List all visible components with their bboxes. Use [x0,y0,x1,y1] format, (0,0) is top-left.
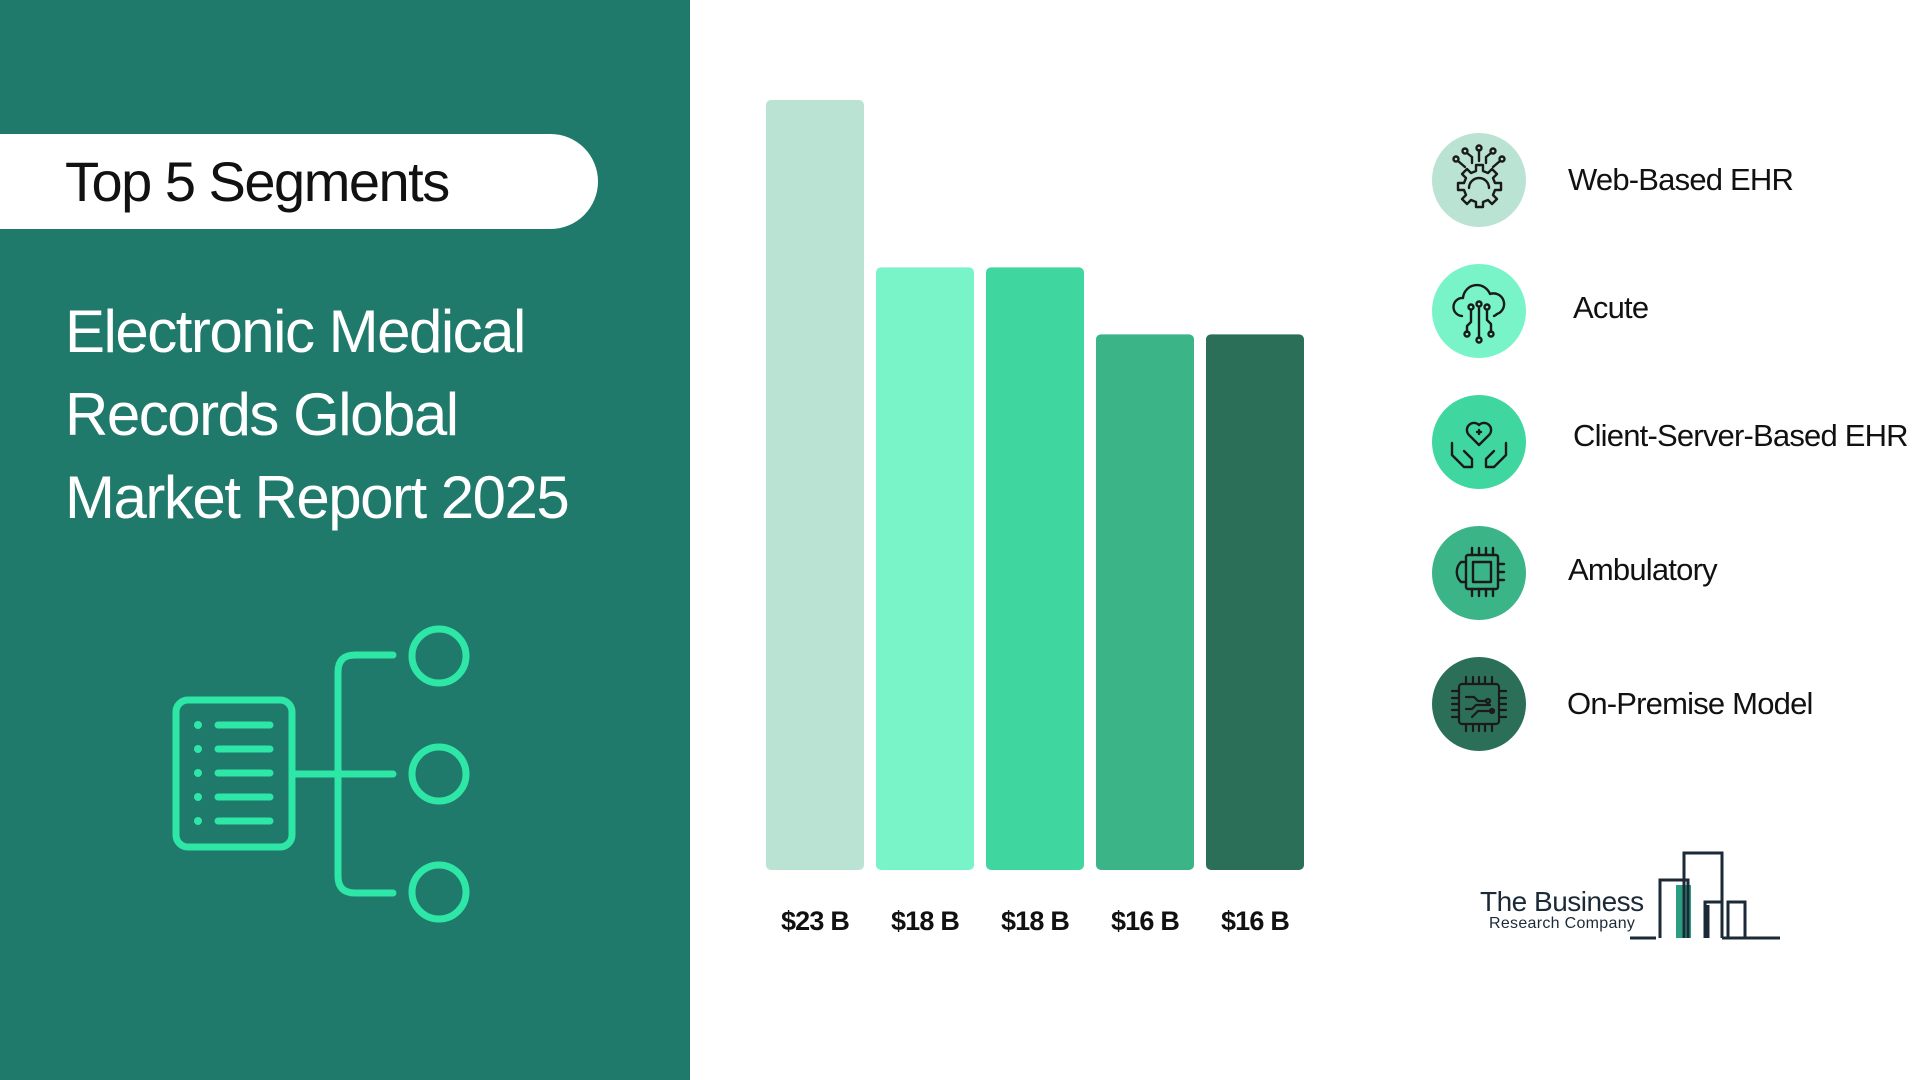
report-title-line-2: Records Global [65,381,459,448]
report-title-line-1: Electronic Medical [65,298,526,365]
logo-name: The Business [1480,886,1644,917]
bar-value-label-4: $16 B [1111,906,1179,936]
bar-5 [1206,334,1304,870]
segment-label-5: On-Premise Model [1567,686,1813,721]
hands-heart-icon [1432,395,1526,489]
bar-value-label-5: $16 B [1221,906,1289,936]
bar-value-label-3: $18 B [1001,906,1069,936]
report-title: Electronic Medical Records Global Market… [65,290,665,539]
segment-label-1: Web-Based EHR [1568,162,1794,197]
bar-4 [1096,334,1194,870]
buildings-logo-icon [1630,851,1780,940]
segment-label-4: Ambulatory [1568,552,1718,587]
cloud-circuit-icon [1432,264,1526,358]
segment-label-2: Acute [1573,290,1649,325]
pill-label: Top 5 Segments [65,150,450,213]
logo-subtitle: Research Company [1489,915,1636,932]
bar-1 [766,100,864,870]
company-logo: The Business Research Company [1480,845,1790,945]
title-pill [0,134,598,229]
circuit-chip-icon [1432,657,1526,751]
bar-value-label-2: $18 B [891,906,959,936]
report-title-line-3: Market Report 2025 [65,464,570,531]
bar-value-label-1: $23 B [781,906,849,936]
gear-chip-icon [1432,526,1526,620]
bar-3 [986,267,1084,870]
bar-chart: $23 B $18 B $18 B $16 B $16 B [766,100,1304,936]
gear-circuit-icon [1432,133,1526,227]
document-tree-icon [172,625,470,923]
bar-2 [876,267,974,870]
segment-label-3: Client-Server-Based EHR [1573,418,1909,453]
